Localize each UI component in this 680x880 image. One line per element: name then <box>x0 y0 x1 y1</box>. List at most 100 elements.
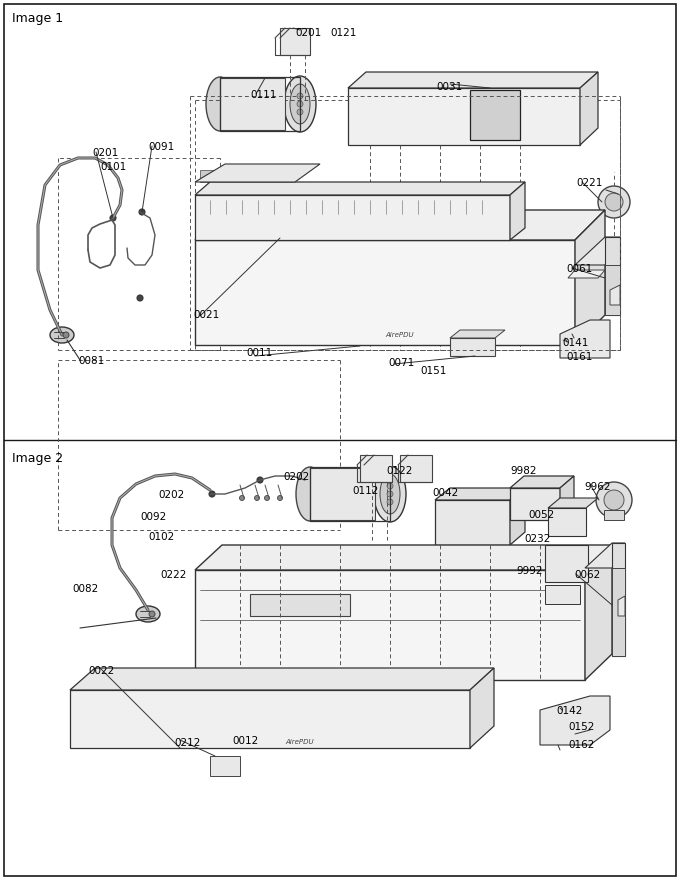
Bar <box>370 95 378 103</box>
Text: 0042: 0042 <box>432 488 458 498</box>
Polygon shape <box>548 508 586 536</box>
Bar <box>350 700 364 718</box>
Polygon shape <box>605 265 620 315</box>
Polygon shape <box>210 756 240 776</box>
Text: 0012: 0012 <box>232 736 258 746</box>
Polygon shape <box>310 468 375 520</box>
Ellipse shape <box>277 495 282 501</box>
Ellipse shape <box>596 482 632 518</box>
Bar <box>370 700 384 718</box>
Polygon shape <box>195 195 510 240</box>
Text: 0112: 0112 <box>352 486 378 496</box>
Bar <box>210 700 224 718</box>
Polygon shape <box>604 510 624 520</box>
Bar <box>222 170 234 182</box>
Polygon shape <box>510 476 574 488</box>
Text: 0202: 0202 <box>283 472 309 482</box>
Bar <box>413 200 423 214</box>
Polygon shape <box>435 488 525 500</box>
Polygon shape <box>560 320 610 358</box>
Ellipse shape <box>297 93 303 99</box>
Ellipse shape <box>297 101 303 107</box>
Polygon shape <box>435 500 510 545</box>
Ellipse shape <box>63 332 69 338</box>
Bar <box>230 700 244 718</box>
Bar <box>470 508 480 520</box>
Ellipse shape <box>239 495 245 501</box>
Polygon shape <box>560 476 574 520</box>
Bar <box>250 700 264 718</box>
Text: 0081: 0081 <box>78 356 104 366</box>
Bar <box>150 700 164 718</box>
Text: 0061: 0061 <box>566 264 592 274</box>
Text: 9962: 9962 <box>584 482 611 492</box>
Text: Image 2: Image 2 <box>12 452 63 465</box>
Bar <box>442 508 452 520</box>
Polygon shape <box>195 210 605 240</box>
Text: 0111: 0111 <box>250 90 276 100</box>
Polygon shape <box>250 594 350 616</box>
Text: 9982: 9982 <box>510 466 537 476</box>
Polygon shape <box>540 696 610 745</box>
Ellipse shape <box>257 477 263 483</box>
Text: 0082: 0082 <box>72 584 98 594</box>
Bar <box>430 95 438 103</box>
Bar <box>410 700 424 718</box>
Bar <box>333 200 343 214</box>
Text: 0161: 0161 <box>566 352 592 362</box>
Ellipse shape <box>302 477 308 483</box>
Polygon shape <box>610 285 620 305</box>
Bar <box>477 200 487 214</box>
Bar <box>290 700 304 718</box>
Text: 0201: 0201 <box>92 148 118 158</box>
Text: 0101: 0101 <box>100 162 126 172</box>
Bar <box>240 170 252 182</box>
Polygon shape <box>70 690 470 748</box>
Bar <box>478 95 486 103</box>
Bar <box>200 170 216 182</box>
Ellipse shape <box>284 76 316 132</box>
Bar <box>461 200 471 214</box>
Text: 0202: 0202 <box>158 490 184 500</box>
Bar <box>429 200 439 214</box>
Bar <box>110 700 124 718</box>
Polygon shape <box>220 78 285 130</box>
Bar <box>484 508 494 520</box>
Ellipse shape <box>604 490 624 510</box>
Bar <box>330 700 344 718</box>
Text: AirePDU: AirePDU <box>386 332 414 338</box>
Polygon shape <box>548 498 598 508</box>
Bar <box>454 95 462 103</box>
Bar <box>190 700 204 718</box>
Polygon shape <box>400 455 432 482</box>
Bar <box>390 700 404 718</box>
Ellipse shape <box>136 606 160 622</box>
Text: 0021: 0021 <box>193 310 219 320</box>
Polygon shape <box>195 240 575 345</box>
Bar <box>237 200 247 214</box>
Polygon shape <box>70 668 494 690</box>
Polygon shape <box>618 596 625 616</box>
Ellipse shape <box>558 550 578 570</box>
Text: 0162: 0162 <box>568 740 594 750</box>
Bar <box>349 200 359 214</box>
Text: 0151: 0151 <box>420 366 446 376</box>
Polygon shape <box>470 668 494 748</box>
Ellipse shape <box>209 491 215 497</box>
Text: 0141: 0141 <box>562 338 588 348</box>
Bar <box>310 700 324 718</box>
Polygon shape <box>545 585 580 604</box>
Bar <box>397 200 407 214</box>
Text: 0201: 0201 <box>295 28 321 38</box>
Polygon shape <box>348 72 598 88</box>
Bar <box>394 95 402 103</box>
Text: 0102: 0102 <box>148 532 174 542</box>
Bar <box>285 200 295 214</box>
Polygon shape <box>195 182 525 195</box>
Bar <box>406 95 414 103</box>
Polygon shape <box>612 543 625 656</box>
Ellipse shape <box>206 77 234 131</box>
Polygon shape <box>510 488 560 520</box>
Bar <box>382 95 390 103</box>
Text: 0212: 0212 <box>174 738 201 748</box>
